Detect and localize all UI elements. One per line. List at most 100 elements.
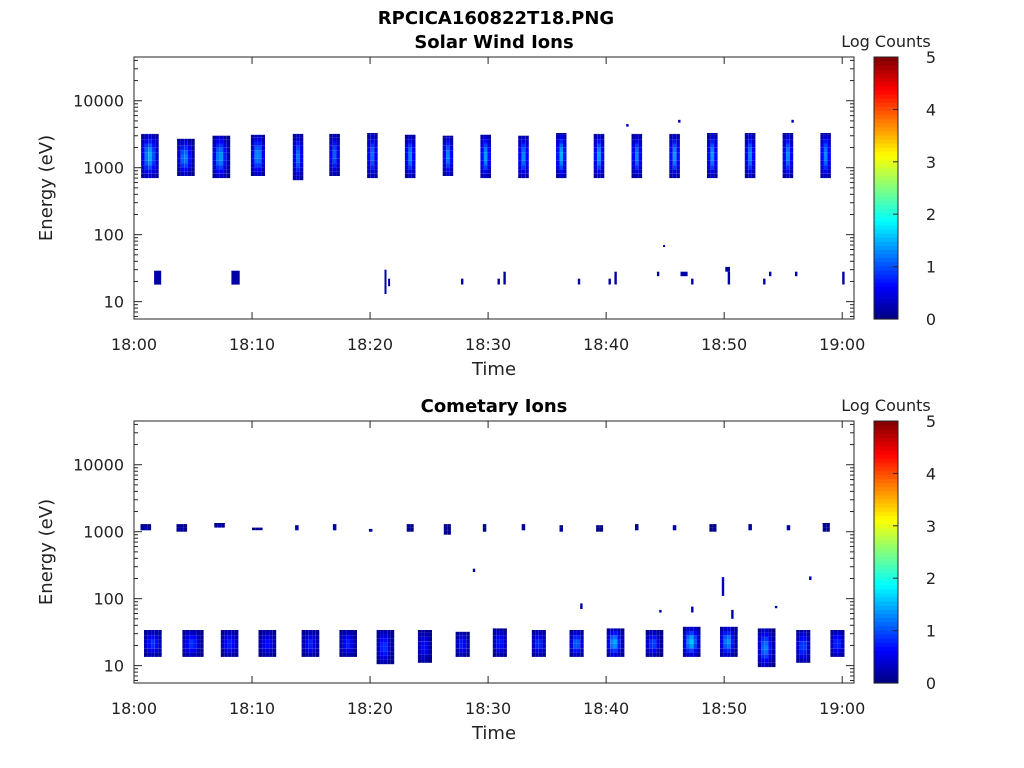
heatmap-cell [272,631,277,636]
heatmap-cell [155,133,159,135]
heatmap-speck [461,278,464,285]
heatmap-cell [177,138,181,142]
colorbar-step [874,204,898,210]
heatmap-cell [417,654,422,659]
heatmap-cell [503,635,507,640]
heatmap-speck [791,119,794,123]
heatmap-cell [387,642,391,647]
heatmap-cell [442,154,447,159]
heatmap-cell [182,631,186,636]
heatmap-cell [223,143,227,148]
heatmap-blob [141,133,159,179]
heatmap-blob [443,524,451,535]
heatmap-cell [383,642,388,647]
heatmap-cell [144,648,148,653]
heatmap-cell [710,134,715,140]
heatmap-cell [531,631,536,636]
heatmap-cell [212,165,216,170]
colorbar-step [874,273,898,279]
colorbar-step [874,167,898,173]
heatmap-cell [177,158,181,164]
heatmap-cell [652,631,657,636]
heatmap-cell [707,169,711,174]
heatmap-cell [723,631,728,636]
heatmap-cell [342,648,347,653]
heatmap-cell [154,631,159,636]
heatmap-cell [484,169,488,174]
heatmap-cell [390,655,395,660]
heatmap-cell [212,160,216,166]
heatmap-cell [786,160,790,166]
heatmap-cell [193,648,197,653]
heatmap-cell [686,648,690,653]
heatmap-cell [521,165,526,170]
heatmap-cell [569,635,573,640]
heatmap-cell [638,139,643,144]
heatmap-cell [184,138,188,142]
heatmap-cell [689,631,694,636]
heatmap-cell [257,141,262,146]
heatmap-cell [768,654,772,659]
heatmap-cell [223,165,227,170]
heatmap-cell [525,169,529,174]
heatmap-cell [144,169,149,174]
heatmap-cell [492,648,497,653]
heatmap-cell [196,631,201,636]
panel-title: Cometary Ions [421,396,568,417]
heatmap-cell [693,652,697,657]
heatmap-cell [212,135,216,140]
heatmap-cell [723,648,728,653]
heatmap-cell [193,643,197,649]
heatmap-cell [447,530,451,535]
heatmap-cell [158,635,162,640]
heatmap-cell [600,133,605,135]
heatmap-cell [730,639,735,644]
heatmap-cell [459,639,463,644]
heatmap-cell [556,134,560,140]
heatmap-cell [257,167,262,172]
heatmap-cell [822,527,827,532]
heatmap-blob [645,630,664,657]
heatmap-cell [707,143,711,148]
heatmap-cell [697,643,701,649]
heatmap-cell [764,658,769,663]
heatmap-cell [312,639,316,644]
colorbar-step [874,163,898,169]
heatmap-cell [837,635,841,640]
heatmap-cell [682,626,687,631]
heatmap-cell [144,160,149,166]
heatmap-cell [559,160,563,166]
heatmap-cell [826,523,830,524]
heatmap-cell [350,635,354,640]
heatmap-cell [676,147,680,153]
colorbar-step [874,130,898,136]
heatmap-cell [669,169,673,174]
heatmap-cell [329,137,333,142]
heatmap-cell [421,641,425,646]
colorbar-step [874,572,898,578]
heatmap-cell [538,652,543,657]
heatmap-cell [573,652,577,657]
heatmap-cell [180,138,185,142]
heatmap-cell [336,133,340,138]
heatmap-cell [576,631,581,636]
heatmap-cell [786,525,791,527]
x-tick-label: 18:20 [347,699,393,718]
heatmap-cell [580,648,584,653]
heatmap-cell [346,648,350,653]
heatmap-cell [652,630,657,631]
heatmap-cell [768,658,772,663]
heatmap-cell [155,143,159,148]
colorbar-step [874,576,898,582]
heatmap-cell [751,156,756,161]
heatmap-cell [748,152,752,157]
heatmap-blob [635,524,639,531]
heatmap-cell [820,139,824,144]
heatmap-cell [720,631,724,636]
heatmap-cell [141,143,145,148]
heatmap-cell [496,628,500,631]
heatmap-cell [296,167,300,172]
heatmap-cell [265,652,270,657]
heatmap-cell [830,635,834,640]
plot-area [134,57,854,319]
